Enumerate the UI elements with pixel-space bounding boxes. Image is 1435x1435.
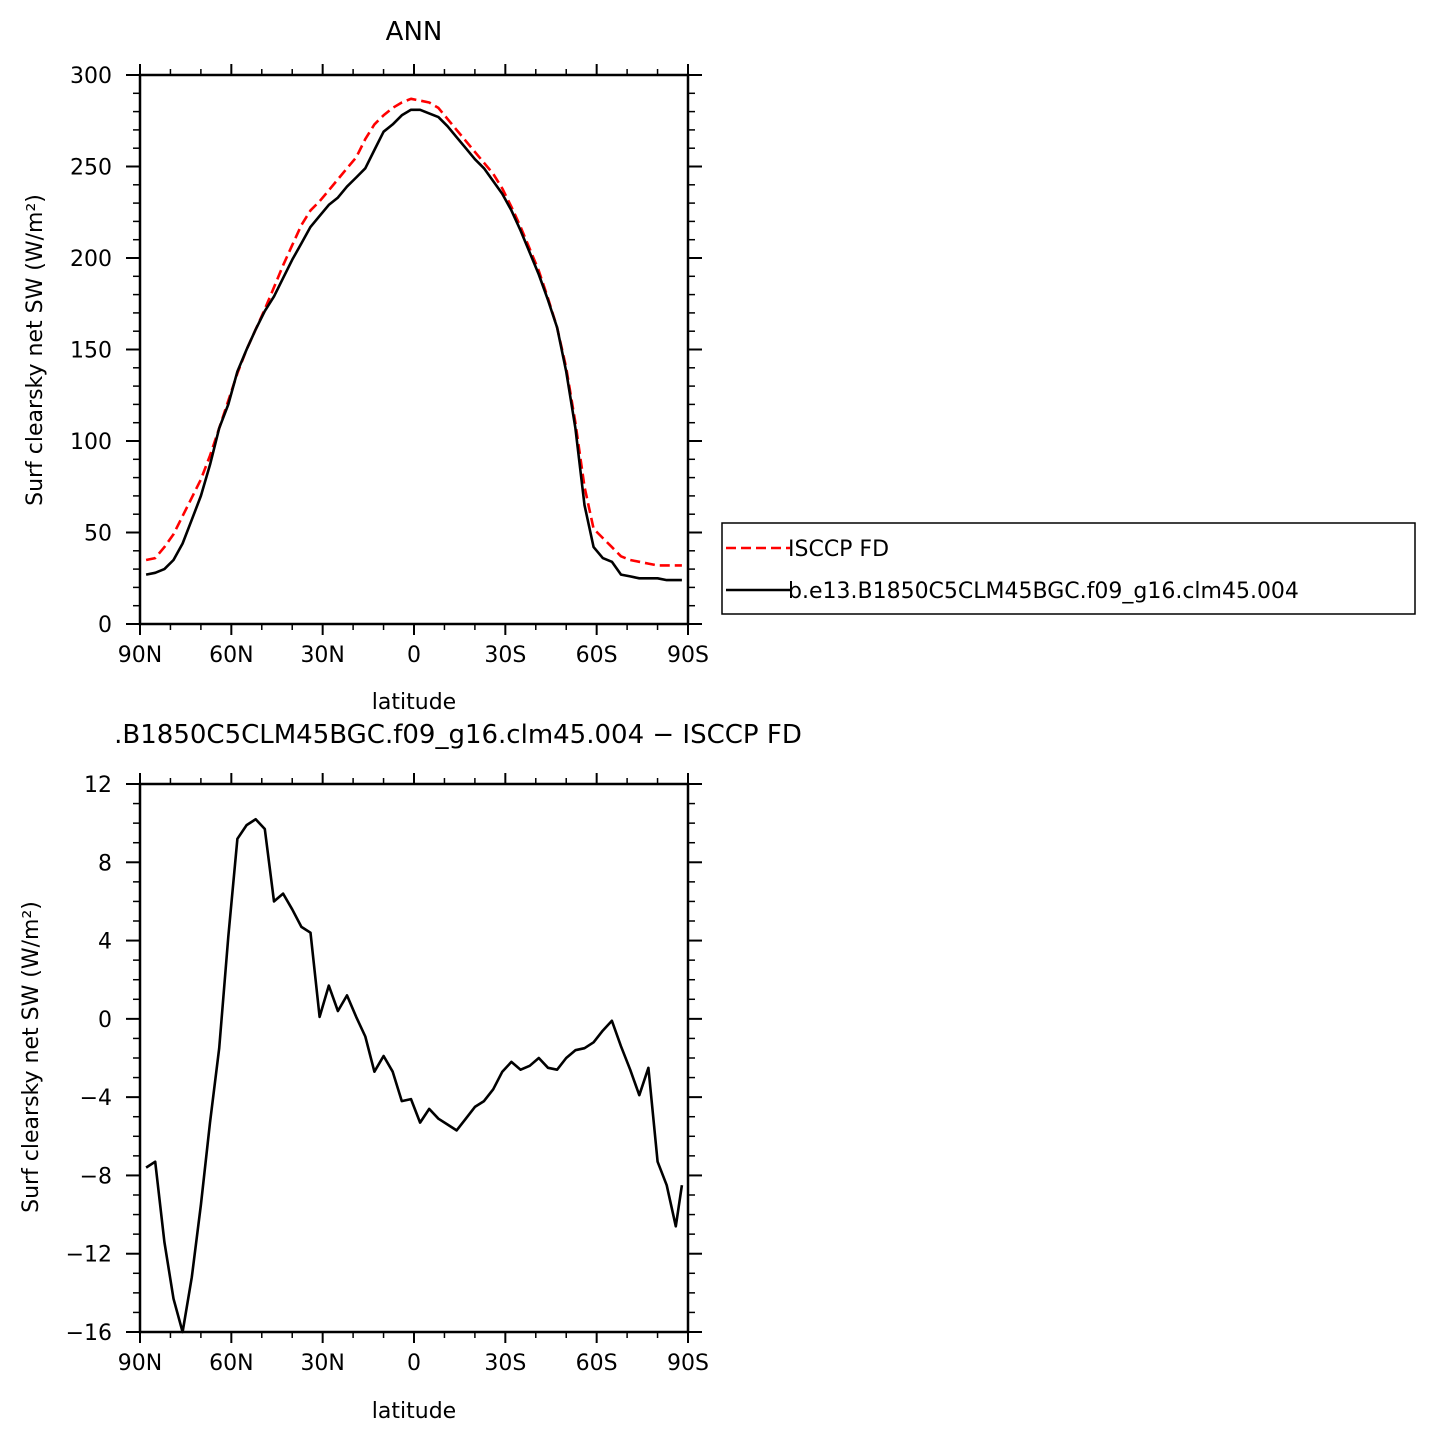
axis-ticks-difference: 90N 60N 30N 0 30S 60S 90S −16 −12 −8 −4 0 4 8 12 xyxy=(66,773,709,1376)
series-line-isccp xyxy=(145,97,682,567)
y-tick-label: 50 xyxy=(84,522,112,547)
plot-frame xyxy=(138,73,690,626)
plot-frame-difference xyxy=(138,782,690,1334)
y-tick-label: 0 xyxy=(98,613,112,638)
chart-panel-difference: .B1850C5CLM45BGC.f09_g16.clm45.004 − ISC… xyxy=(19,720,802,1424)
x-tick-label: 90S xyxy=(667,643,709,668)
series-group-difference xyxy=(145,817,684,1334)
y-axis-label: Surf clearsky net SW (W/m²) xyxy=(23,194,48,506)
y-tick-label: 100 xyxy=(70,430,112,455)
x-tick-label: 30N xyxy=(300,643,344,668)
x-tick-label: 0 xyxy=(407,643,421,668)
x-tick-label: 90N xyxy=(118,1351,162,1376)
x-axis-label-difference: latitude xyxy=(372,1399,456,1424)
y-tick-label: 8 xyxy=(98,851,112,876)
x-tick-label: 90S xyxy=(667,1351,709,1376)
y-tick-label: 200 xyxy=(70,247,112,272)
x-tick-label: 60N xyxy=(209,1351,253,1376)
y-tick-label: 0 xyxy=(98,1008,112,1033)
chart-title: ANN xyxy=(386,17,443,47)
x-tick-label: 0 xyxy=(407,1351,421,1376)
x-tick-label: 60N xyxy=(209,643,253,668)
x-tick-label: 30S xyxy=(484,643,526,668)
y-tick-label: 12 xyxy=(84,773,112,798)
chart-panel-ann: ANN Surf clearsky net SW (W/m²) latitude… xyxy=(23,17,709,715)
y-axis-label-difference: Surf clearsky net SW (W/m²) xyxy=(19,901,44,1213)
y-tick-label: 4 xyxy=(98,930,112,955)
x-tick-label: 30N xyxy=(300,1351,344,1376)
x-tick-label: 60S xyxy=(576,643,618,668)
x-tick-label: 90N xyxy=(118,643,162,668)
y-tick-label: −12 xyxy=(66,1243,112,1268)
y-tick-label: 250 xyxy=(70,156,112,181)
y-tick-label: 150 xyxy=(70,339,112,364)
axis-ticks: 90N 60N 30N 0 30S 60S 90S 0 50 100 150 200 250 300 xyxy=(70,64,709,668)
x-tick-label: 60S xyxy=(576,1351,618,1376)
x-axis-label: latitude xyxy=(372,690,456,715)
legend-box xyxy=(721,522,1416,615)
legend-label-model: b.e13.B1850C5CLM45BGC.f09_g16.clm45.004 xyxy=(788,579,1299,604)
x-tick-label: 30S xyxy=(484,1351,526,1376)
series-line-model xyxy=(145,817,684,1334)
series-group xyxy=(145,97,682,582)
y-tick-label: −16 xyxy=(66,1321,112,1346)
series-line-model xyxy=(145,108,682,582)
legend-label-isccp: ISCCP FD xyxy=(788,537,889,562)
y-tick-label: −8 xyxy=(80,1164,112,1189)
y-tick-label: 300 xyxy=(70,64,112,89)
legend: ISCCP FD b.e13.B1850C5CLM45BGC.f09_g16.c… xyxy=(721,522,1416,615)
chart-title-difference: .B1850C5CLM45BGC.f09_g16.clm45.004 − ISC… xyxy=(114,720,802,750)
y-tick-label: −4 xyxy=(80,1086,112,1111)
